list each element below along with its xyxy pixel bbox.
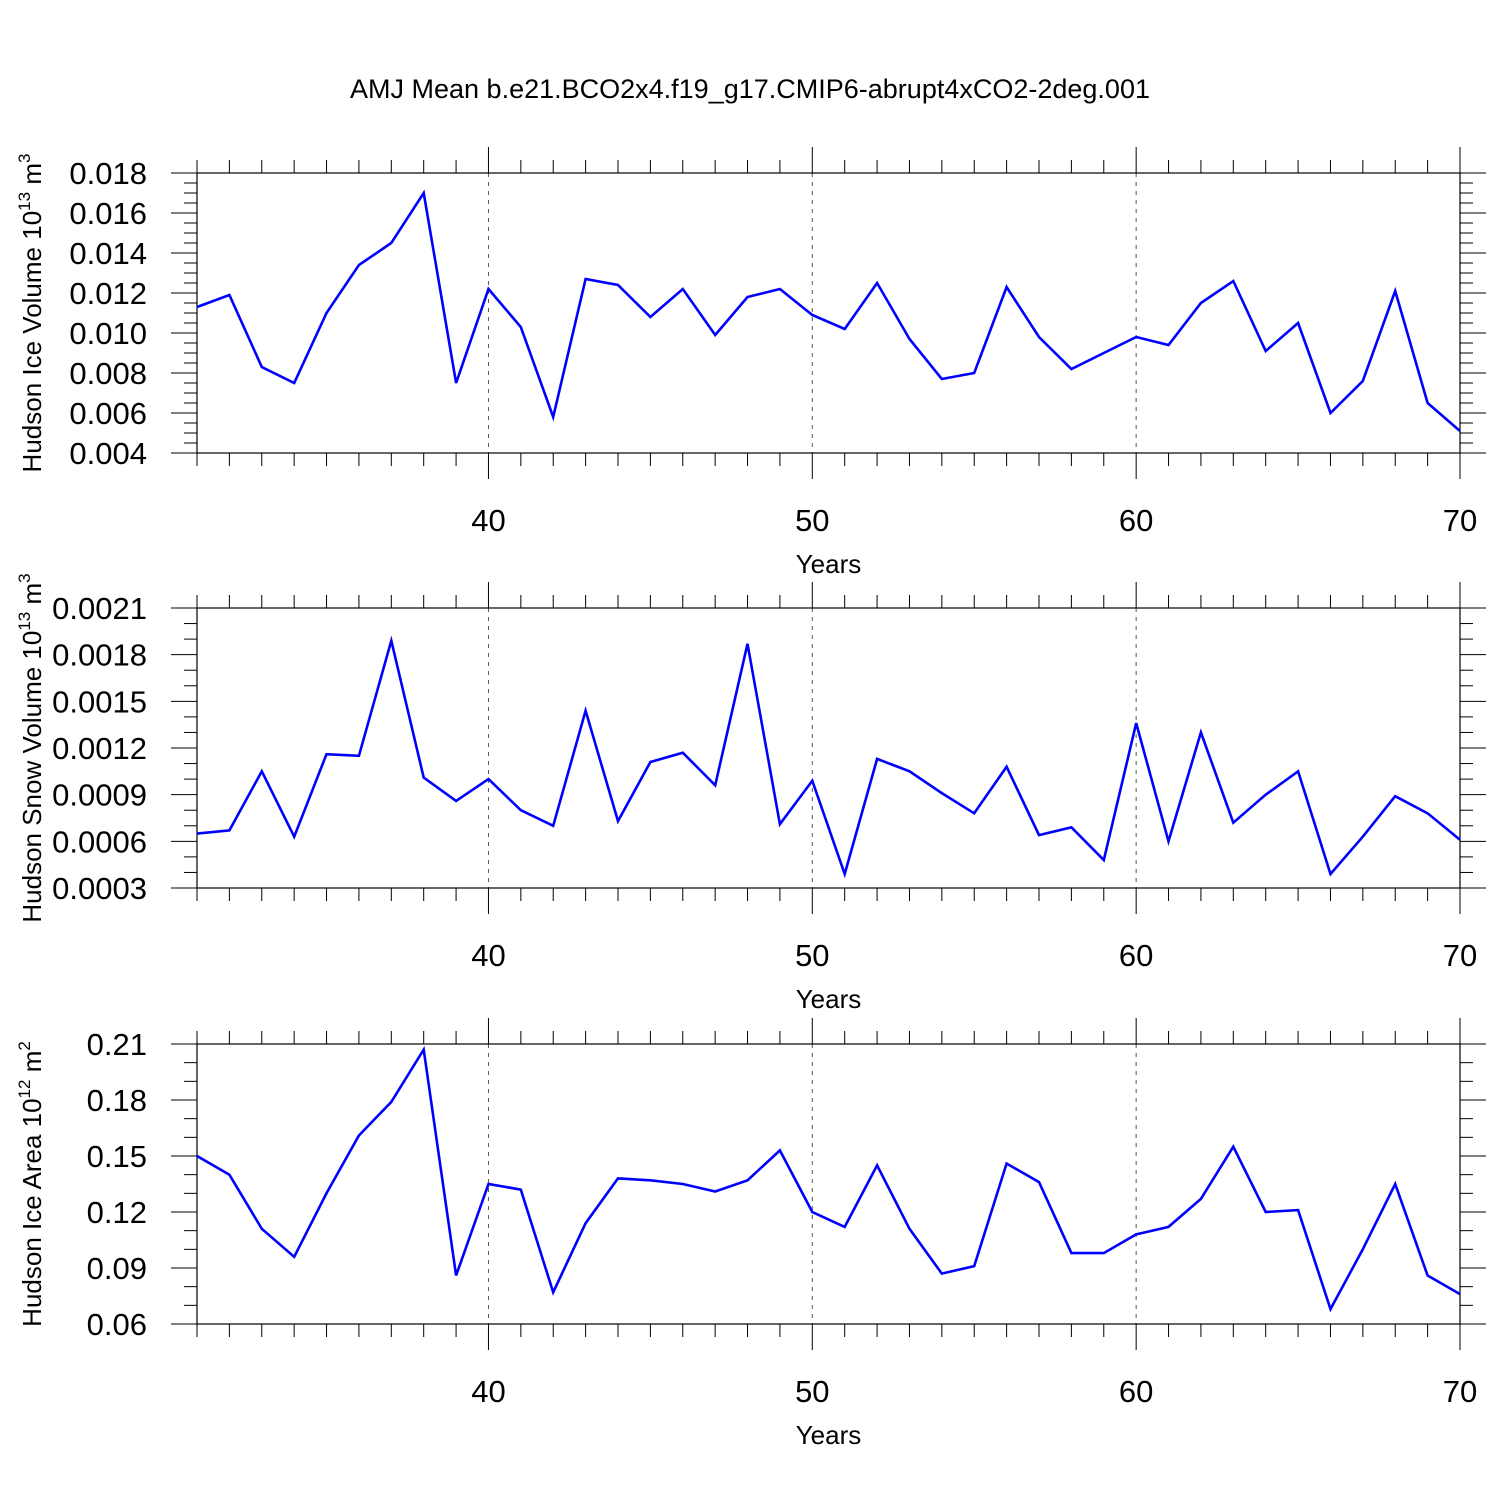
panel-3-x-axis-label: Years [796,1420,862,1450]
panel-1-x-tick-label: 70 [1443,503,1477,538]
panel-2-x-tick-label: 60 [1119,938,1153,973]
panel-2-y-tick-label: 0.0003 [52,871,147,906]
panel-2-y-axis-label: Hudson Snow Volume 1013 m3 [15,573,47,922]
panel-1-y-tick-label: 0.014 [69,236,147,271]
panel-2-x-axis-label: Years [796,984,862,1014]
panel-1-y-axis-label: Hudson Ice Volume 1013 m3 [15,154,47,473]
panel-3-x-tick-label: 60 [1119,1374,1153,1409]
panel-3-y-axis-label: Hudson Ice Area 1012 m2 [15,1041,47,1327]
panel-1-x-axis-label: Years [796,549,862,579]
panel-1-y-tick-label: 0.006 [69,396,147,431]
panel-1-y-tick-label: 0.004 [69,436,147,471]
panel-3-x-tick-label: 40 [471,1374,505,1409]
panel-1-x-tick-label: 50 [795,503,829,538]
panel-1-y-tick-label: 0.016 [69,196,147,231]
panel-1-series-line [196,189,1461,432]
panel-2-y-tick-label: 0.0021 [52,591,147,626]
panel-2-x-tick-label: 70 [1443,938,1477,973]
chart-title: AMJ Mean b.e21.BCO2x4.f19_g17.CMIP6-abru… [350,74,1150,104]
panel-2-series-line [196,635,1461,879]
panel-3-y-tick-label: 0.21 [87,1027,147,1062]
panel-2-y-tick-label: 0.0006 [52,824,147,859]
panel-3-y-tick-label: 0.15 [87,1139,147,1174]
panel-3-plot-frame [196,1043,1461,1325]
panel-1-y-tick-label: 0.008 [69,356,147,391]
panel-1-plot-frame [196,172,1461,454]
panel-2-x-tick-label: 40 [471,938,505,973]
panel-2-plot-frame [196,607,1461,889]
panel-1-y-tick-label: 0.012 [69,276,147,311]
panel-1-x-tick-label: 60 [1119,503,1153,538]
panel-3-x-tick-label: 70 [1443,1374,1477,1409]
panel-1-y-tick-label: 0.018 [69,156,147,191]
panel-2-x-tick-label: 50 [795,938,829,973]
panel-3-y-tick-label: 0.18 [87,1083,147,1118]
panel-2-y-tick-label: 0.0018 [52,638,147,673]
panel-2-y-tick-label: 0.0012 [52,731,147,766]
panel-3-x-tick-label: 50 [795,1374,829,1409]
panel-2-y-tick-label: 0.0015 [52,684,147,719]
panel-3-y-tick-label: 0.12 [87,1195,147,1230]
panel-1-x-tick-label: 40 [471,503,505,538]
panel-2-y-tick-label: 0.0009 [52,778,147,813]
panel-3-y-tick-label: 0.09 [87,1251,147,1286]
panel-3-y-tick-label: 0.06 [87,1307,147,1342]
panel-3-series-line [196,1045,1461,1313]
panel-1-y-tick-label: 0.010 [69,316,147,351]
